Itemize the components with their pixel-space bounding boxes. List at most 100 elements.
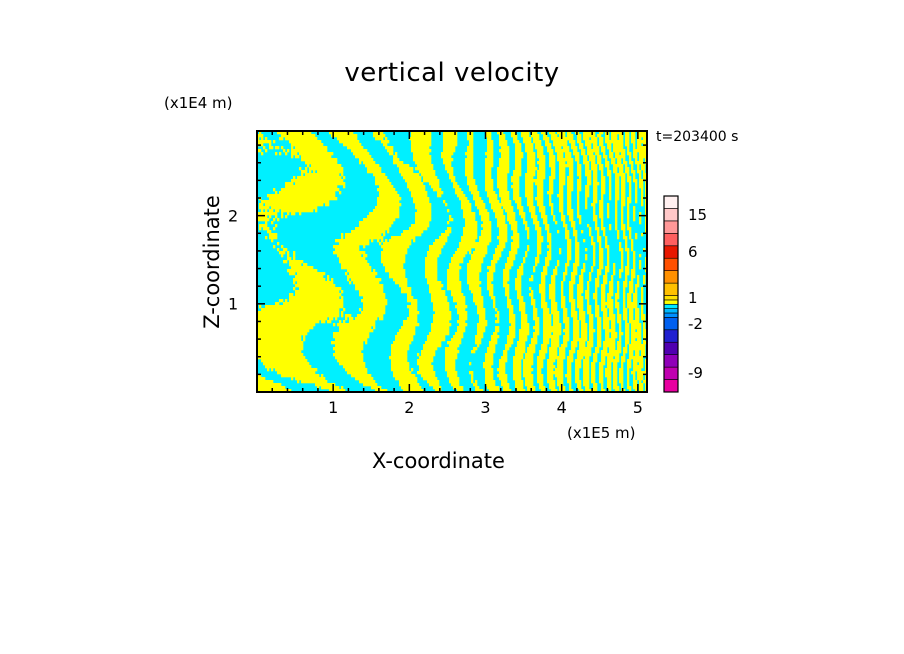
field-positive-cell (625, 335, 630, 339)
field-positive-cell (509, 329, 516, 333)
field-positive-cell (605, 374, 612, 378)
field-positive-cell (543, 308, 550, 312)
field-positive-cell (475, 248, 488, 252)
field-positive-cell (485, 374, 494, 378)
field-positive-cell (617, 236, 620, 240)
field-positive-cell (433, 386, 442, 390)
field-positive-cell (469, 143, 474, 147)
field-positive-cell (507, 305, 514, 309)
field-positive-cell (563, 221, 566, 225)
field-positive-cell (411, 194, 428, 198)
field-positive-cell (391, 362, 410, 366)
field-positive-cell (633, 362, 638, 366)
field-positive-cell (641, 191, 644, 195)
field-positive-cell (595, 284, 600, 288)
field-positive-cell (623, 296, 626, 300)
field-positive-cell (333, 347, 364, 351)
field-positive-cell (587, 179, 592, 183)
field-positive-cell (525, 254, 528, 258)
field-positive-cell (599, 215, 604, 219)
field-positive-cell (583, 266, 586, 270)
field-positive-cell (499, 242, 506, 246)
field-positive-cell (537, 377, 544, 381)
field-positive-cell (585, 290, 590, 294)
field-positive-cell (609, 281, 614, 285)
field-positive-cell (493, 332, 498, 336)
field-positive-cell (593, 359, 598, 363)
field-positive-cell (433, 188, 442, 192)
field-positive-cell (595, 281, 600, 285)
field-positive-cell (591, 374, 596, 378)
field-positive-cell (581, 320, 586, 324)
field-positive-cell (619, 170, 624, 174)
field-positive-cell (567, 365, 572, 369)
field-positive-cell (523, 359, 534, 363)
field-positive-cell (549, 293, 556, 297)
field-positive-cell (585, 191, 590, 195)
field-positive-cell (619, 332, 624, 336)
field-positive-cell (327, 320, 332, 324)
field-positive-cell (375, 137, 384, 141)
field-positive-cell (587, 302, 590, 306)
field-positive-cell (587, 224, 590, 228)
field-positive-cell (409, 188, 426, 192)
field-positive-cell (615, 356, 620, 360)
field-positive-cell (515, 167, 522, 171)
field-positive-cell (567, 380, 572, 384)
field-positive-cell (615, 221, 618, 225)
field-positive-cell (591, 164, 598, 168)
field-positive-cell (499, 143, 508, 147)
field-positive-cell (507, 257, 516, 261)
field-positive-cell (395, 377, 418, 381)
field-positive-cell (399, 284, 408, 288)
field-positive-cell (637, 140, 647, 144)
field-positive-cell (625, 275, 628, 279)
field-positive-cell (551, 341, 560, 345)
field-positive-cell (383, 143, 388, 147)
field-positive-cell (593, 248, 596, 252)
field-positive-cell (261, 209, 264, 213)
field-positive-cell (581, 152, 586, 156)
field-positive-cell (601, 191, 606, 195)
field-positive-cell (293, 278, 326, 282)
field-positive-cell (339, 191, 342, 195)
field-positive-cell (469, 185, 478, 189)
field-positive-cell (419, 356, 434, 360)
field-positive-cell (385, 239, 388, 243)
field-positive-cell (537, 155, 546, 159)
field-positive-cell (469, 362, 472, 366)
field-positive-cell (571, 311, 578, 315)
field-positive-cell (531, 275, 534, 279)
field-positive-cell (617, 290, 620, 294)
field-positive-cell (381, 260, 406, 264)
field-positive-cell (453, 185, 460, 189)
field-positive-cell (575, 236, 578, 240)
field-positive-cell (577, 188, 582, 192)
field-positive-cell (529, 278, 534, 282)
field-positive-cell (273, 188, 276, 192)
field-positive-cell (577, 167, 582, 171)
field-positive-cell (509, 221, 518, 225)
field-positive-cell (341, 290, 344, 294)
field-positive-cell (615, 173, 626, 177)
field-positive-cell (567, 239, 572, 243)
field-positive-cell (567, 194, 572, 198)
field-positive-cell (593, 170, 598, 174)
field-positive-cell (627, 146, 630, 150)
colorbar-segment (663, 282, 679, 296)
field-positive-cell (471, 380, 474, 384)
field-positive-cell (613, 368, 618, 372)
field-positive-cell (551, 311, 560, 315)
field-positive-cell (473, 197, 482, 201)
field-positive-cell (527, 167, 538, 171)
field-positive-cell (559, 206, 564, 210)
colorbar-frame (663, 195, 679, 393)
field-positive-cell (467, 155, 474, 159)
field-positive-cell (601, 353, 620, 357)
field-positive-cell (345, 368, 368, 372)
field-positive-cell (619, 272, 622, 276)
field-positive-cell (625, 338, 630, 342)
field-positive-cell (451, 257, 464, 261)
field-positive-cell (609, 350, 622, 354)
field-positive-cell (547, 368, 554, 372)
